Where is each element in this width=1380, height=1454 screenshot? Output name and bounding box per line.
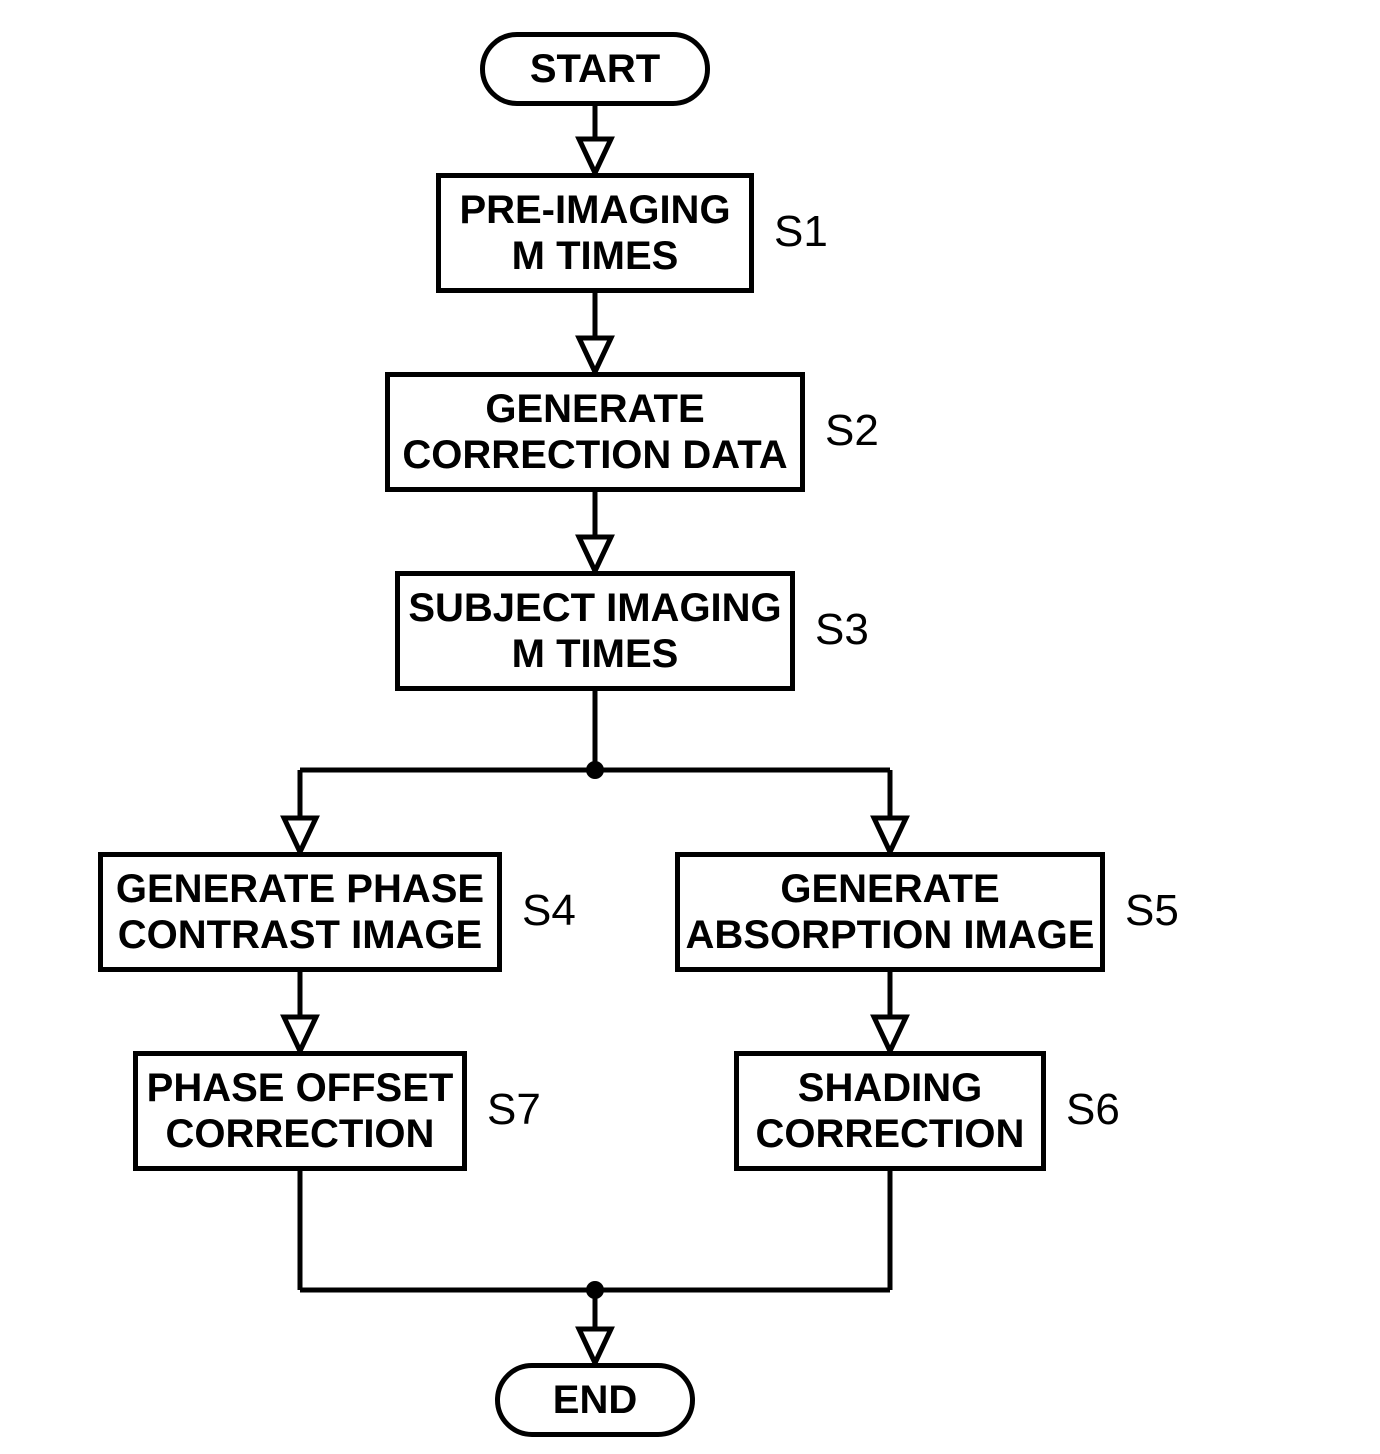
step-s6-label: S6 xyxy=(1066,1085,1120,1135)
step-s7-label: S7 xyxy=(487,1085,541,1135)
step-s3: SUBJECT IMAGINGM TIMES xyxy=(395,571,795,691)
step-s5: GENERATEABSORPTION IMAGE xyxy=(675,852,1105,972)
step-s4-label: S4 xyxy=(522,886,576,936)
step-s1: PRE-IMAGINGM TIMES xyxy=(436,173,754,293)
step-s3-label: S3 xyxy=(815,605,869,655)
step-s7-text: PHASE OFFSETCORRECTION xyxy=(147,1065,454,1157)
step-s2: GENERATECORRECTION DATA xyxy=(385,372,805,492)
step-s3-text: SUBJECT IMAGINGM TIMES xyxy=(408,585,781,677)
step-s7: PHASE OFFSETCORRECTION xyxy=(133,1051,467,1171)
end-terminator-text: END xyxy=(553,1378,637,1423)
step-s2-label: S2 xyxy=(825,406,879,456)
step-s4: GENERATE PHASECONTRAST IMAGE xyxy=(98,852,502,972)
end-terminator: END xyxy=(495,1363,695,1437)
step-s1-label: S1 xyxy=(774,207,828,257)
flowchart-canvas: START END PRE-IMAGINGM TIMES S1 GENERATECORR… xyxy=(0,0,1380,1454)
step-s6-text: SHADINGCORRECTION xyxy=(756,1065,1025,1157)
step-s2-text: GENERATECORRECTION DATA xyxy=(402,386,787,478)
start-terminator: START xyxy=(480,32,710,106)
step-s4-text: GENERATE PHASECONTRAST IMAGE xyxy=(116,866,484,958)
step-s6: SHADINGCORRECTION xyxy=(734,1051,1046,1171)
start-terminator-text: START xyxy=(530,47,660,92)
step-s5-label: S5 xyxy=(1125,886,1179,936)
step-s1-text: PRE-IMAGINGM TIMES xyxy=(459,187,730,279)
step-s5-text: GENERATEABSORPTION IMAGE xyxy=(686,866,1095,958)
